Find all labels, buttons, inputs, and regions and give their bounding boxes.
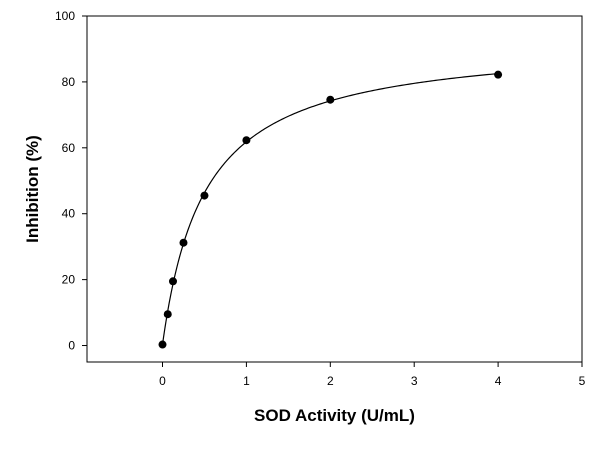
y-tick-label: 0 xyxy=(68,339,75,353)
data-point xyxy=(200,191,209,200)
y-tick-label: 100 xyxy=(55,9,75,23)
x-tick-label: 3 xyxy=(411,374,418,388)
y-axis-ticks: 0 20 40 60 80 100 xyxy=(55,9,87,353)
data-point xyxy=(326,95,335,104)
plot-frame xyxy=(86,15,583,363)
data-point xyxy=(168,277,177,286)
data-point xyxy=(494,70,503,79)
x-tick-label: 5 xyxy=(579,374,586,388)
x-axis-title: SOD Activity (U/mL) xyxy=(254,406,415,425)
x-tick-label: 2 xyxy=(327,374,334,388)
y-tick-label: 40 xyxy=(62,207,76,221)
x-axis-ticks: 0 1 2 3 4 5 xyxy=(159,362,586,388)
data-point xyxy=(158,340,167,349)
x-tick-label: 0 xyxy=(159,374,166,388)
data-point xyxy=(179,238,188,247)
x-tick-label: 1 xyxy=(243,374,250,388)
y-tick-label: 60 xyxy=(62,141,76,155)
y-tick-label: 20 xyxy=(62,273,76,287)
data-point xyxy=(163,310,172,319)
y-tick-label: 80 xyxy=(62,75,76,89)
fit-curve-group xyxy=(161,73,499,345)
fit-curve xyxy=(161,73,499,345)
data-points xyxy=(158,70,503,349)
x-tick-label: 4 xyxy=(495,374,502,388)
y-axis-title: Inhibition (%) xyxy=(23,135,42,243)
data-point xyxy=(242,136,251,145)
